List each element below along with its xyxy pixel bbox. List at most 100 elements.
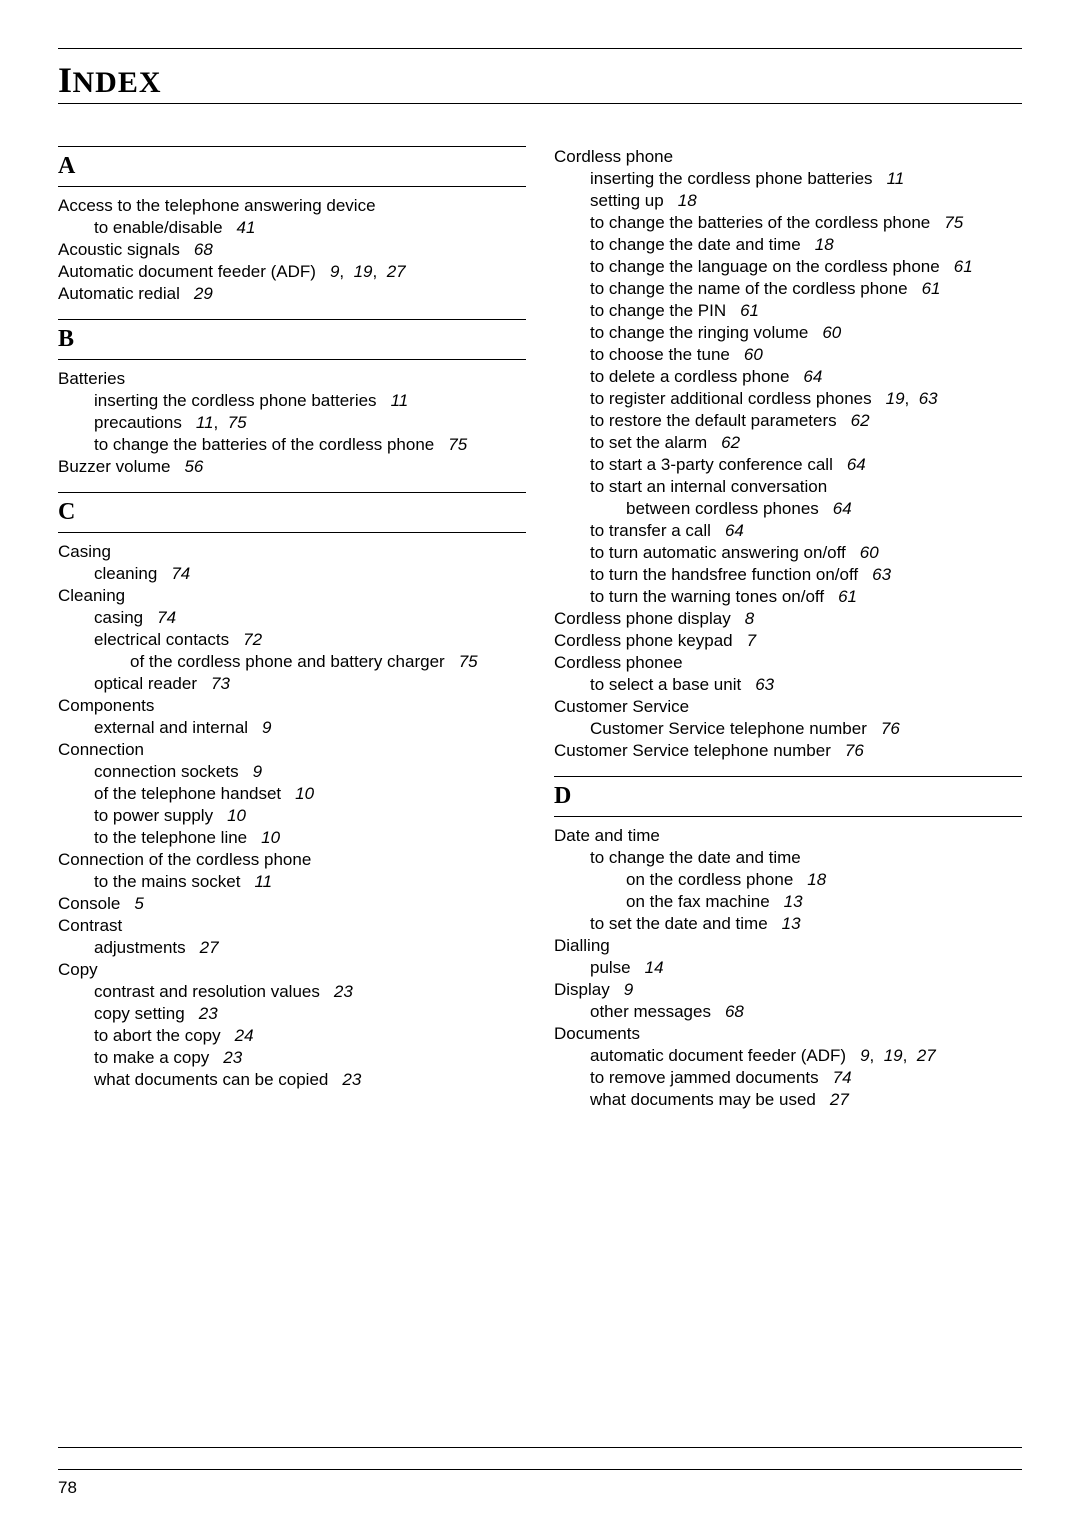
entry-pages: 68	[725, 1002, 744, 1021]
index-entry: automatic document feeder (ADF)9, 19, 27	[590, 1045, 1022, 1067]
index-entry: to abort the copy 24	[94, 1025, 526, 1047]
index-entry: to power supply10	[94, 805, 526, 827]
entry-text: to turn the handsfree function on/off	[590, 565, 858, 584]
entry-text: cleaning	[94, 564, 157, 583]
entry-pages: 5	[134, 894, 143, 913]
index-columns: AAccess to the telephone answering devic…	[58, 146, 1022, 1111]
index-entry: Cleaning	[58, 585, 526, 607]
index-entry: Copy	[58, 959, 526, 981]
index-entry: setting up18	[590, 190, 1022, 212]
entry-text: Casing	[58, 542, 111, 561]
index-entry: what documents can be copied23	[94, 1069, 526, 1091]
index-entry: of the cordless phone and battery charge…	[130, 651, 526, 673]
index-entry: to turn the handsfree function on/off63	[590, 564, 1022, 586]
entry-pages: 23	[199, 1004, 218, 1023]
entry-pages: 8	[745, 609, 754, 628]
entry-pages: 60	[822, 323, 841, 342]
index-entry: connection sockets 9	[94, 761, 526, 783]
entry-pages: 11	[887, 169, 905, 188]
bottom-rule	[58, 1447, 1022, 1448]
index-entry: to restore the default parameters62	[590, 410, 1022, 432]
index-entry: to change the date and time	[590, 847, 1022, 869]
entry-pages: 75	[459, 652, 478, 671]
entry-text: connection sockets	[94, 762, 239, 781]
entry-text: to change the date and time	[590, 848, 801, 867]
entry-text: Connection of the cordless phone	[58, 850, 311, 869]
entry-pages: 18	[807, 870, 826, 889]
entry-pages: 11	[254, 872, 272, 891]
entry-pages: 72	[243, 630, 262, 649]
entry-text: Customer Service telephone number	[554, 741, 831, 760]
entry-pages: 74	[171, 564, 190, 583]
index-entry: copy setting23	[94, 1003, 526, 1025]
entry-text: to turn the warning tones on/off	[590, 587, 824, 606]
index-entry: to start a 3-party conference call64	[590, 454, 1022, 476]
entry-text: to change the PIN	[590, 301, 726, 320]
entry-text: Contrast	[58, 916, 122, 935]
entry-text: inserting the cordless phone batteries	[590, 169, 873, 188]
entry-pages: 14	[645, 958, 664, 977]
entry-text: Cleaning	[58, 586, 125, 605]
page-number: 78	[58, 1478, 77, 1497]
index-entry: Components	[58, 695, 526, 717]
entry-pages: 13	[784, 892, 803, 911]
entry-text: to start a 3-party conference call	[590, 455, 833, 474]
entry-text: between cordless phones	[626, 499, 819, 518]
index-entry: to make a copy 23	[94, 1047, 526, 1069]
index-entry: to change the PIN61	[590, 300, 1022, 322]
index-entry: Customer Service	[554, 696, 1022, 718]
index-entry: other messages 68	[590, 1001, 1022, 1023]
index-entry: contrast and resolution values23	[94, 981, 526, 1003]
index-entry: electrical contacts72	[94, 629, 526, 651]
entry-text: Date and time	[554, 826, 660, 845]
section-letter: D	[554, 776, 1022, 817]
entry-text: to set the date and time	[590, 914, 768, 933]
index-entry: to the mains socket 11	[94, 871, 526, 893]
entry-pages: 64	[833, 499, 852, 518]
entry-pages: 24	[235, 1026, 254, 1045]
entry-text: Display	[554, 980, 610, 999]
entry-text: external and internal	[94, 718, 248, 737]
entry-pages: 10	[295, 784, 314, 803]
entry-text: Automatic document feeder (ADF)	[58, 262, 316, 281]
entry-text: Cordless phonee	[554, 653, 683, 672]
entry-text: pulse	[590, 958, 631, 977]
index-entry: Automatic redial29	[58, 283, 526, 305]
entry-pages: 75	[448, 435, 467, 454]
entry-pages: 11	[391, 391, 409, 410]
entry-text: to start an internal conversation	[590, 477, 827, 496]
entry-text: to abort the copy	[94, 1026, 221, 1045]
index-entry: Acoustic signals68	[58, 239, 526, 261]
index-entry: to turn the warning tones on/off61	[590, 586, 1022, 608]
index-entry: cleaning 74	[94, 563, 526, 585]
entry-text: to make a copy	[94, 1048, 209, 1067]
entry-text: what documents can be copied	[94, 1070, 328, 1089]
entry-text: Automatic redial	[58, 284, 180, 303]
title-rule	[58, 103, 1022, 104]
entry-pages: 23	[223, 1048, 242, 1067]
entry-text: to change the date and time	[590, 235, 801, 254]
index-entry: to change the date and time18	[590, 234, 1022, 256]
index-entry: to select a base unit63	[590, 674, 1022, 696]
index-entry: to delete a cordless phone64	[590, 366, 1022, 388]
entry-text: to choose the tune	[590, 345, 730, 364]
entry-text: Buzzer volume	[58, 457, 170, 476]
entry-pages: 41	[237, 218, 256, 237]
entry-pages: 62	[721, 433, 740, 452]
index-entry: Connection	[58, 739, 526, 761]
right-column: Cordless phoneinserting the cordless pho…	[554, 146, 1022, 1111]
entry-pages: 62	[851, 411, 870, 430]
entry-text: to transfer a call	[590, 521, 711, 540]
entry-text: to turn automatic answering on/off	[590, 543, 846, 562]
index-entry: Customer Service telephone number76	[590, 718, 1022, 740]
entry-text: adjustments	[94, 938, 186, 957]
entry-text: to the mains socket	[94, 872, 240, 891]
index-entry: to change the language on the cordless p…	[590, 256, 1022, 278]
index-entry: Cordless phone display8	[554, 608, 1022, 630]
entry-pages: 9	[253, 762, 262, 781]
entry-pages: 19, 63	[886, 389, 938, 408]
entry-pages: 63	[755, 675, 774, 694]
entry-text: other messages	[590, 1002, 711, 1021]
index-entry: to set the alarm62	[590, 432, 1022, 454]
entry-pages: 56	[184, 457, 203, 476]
